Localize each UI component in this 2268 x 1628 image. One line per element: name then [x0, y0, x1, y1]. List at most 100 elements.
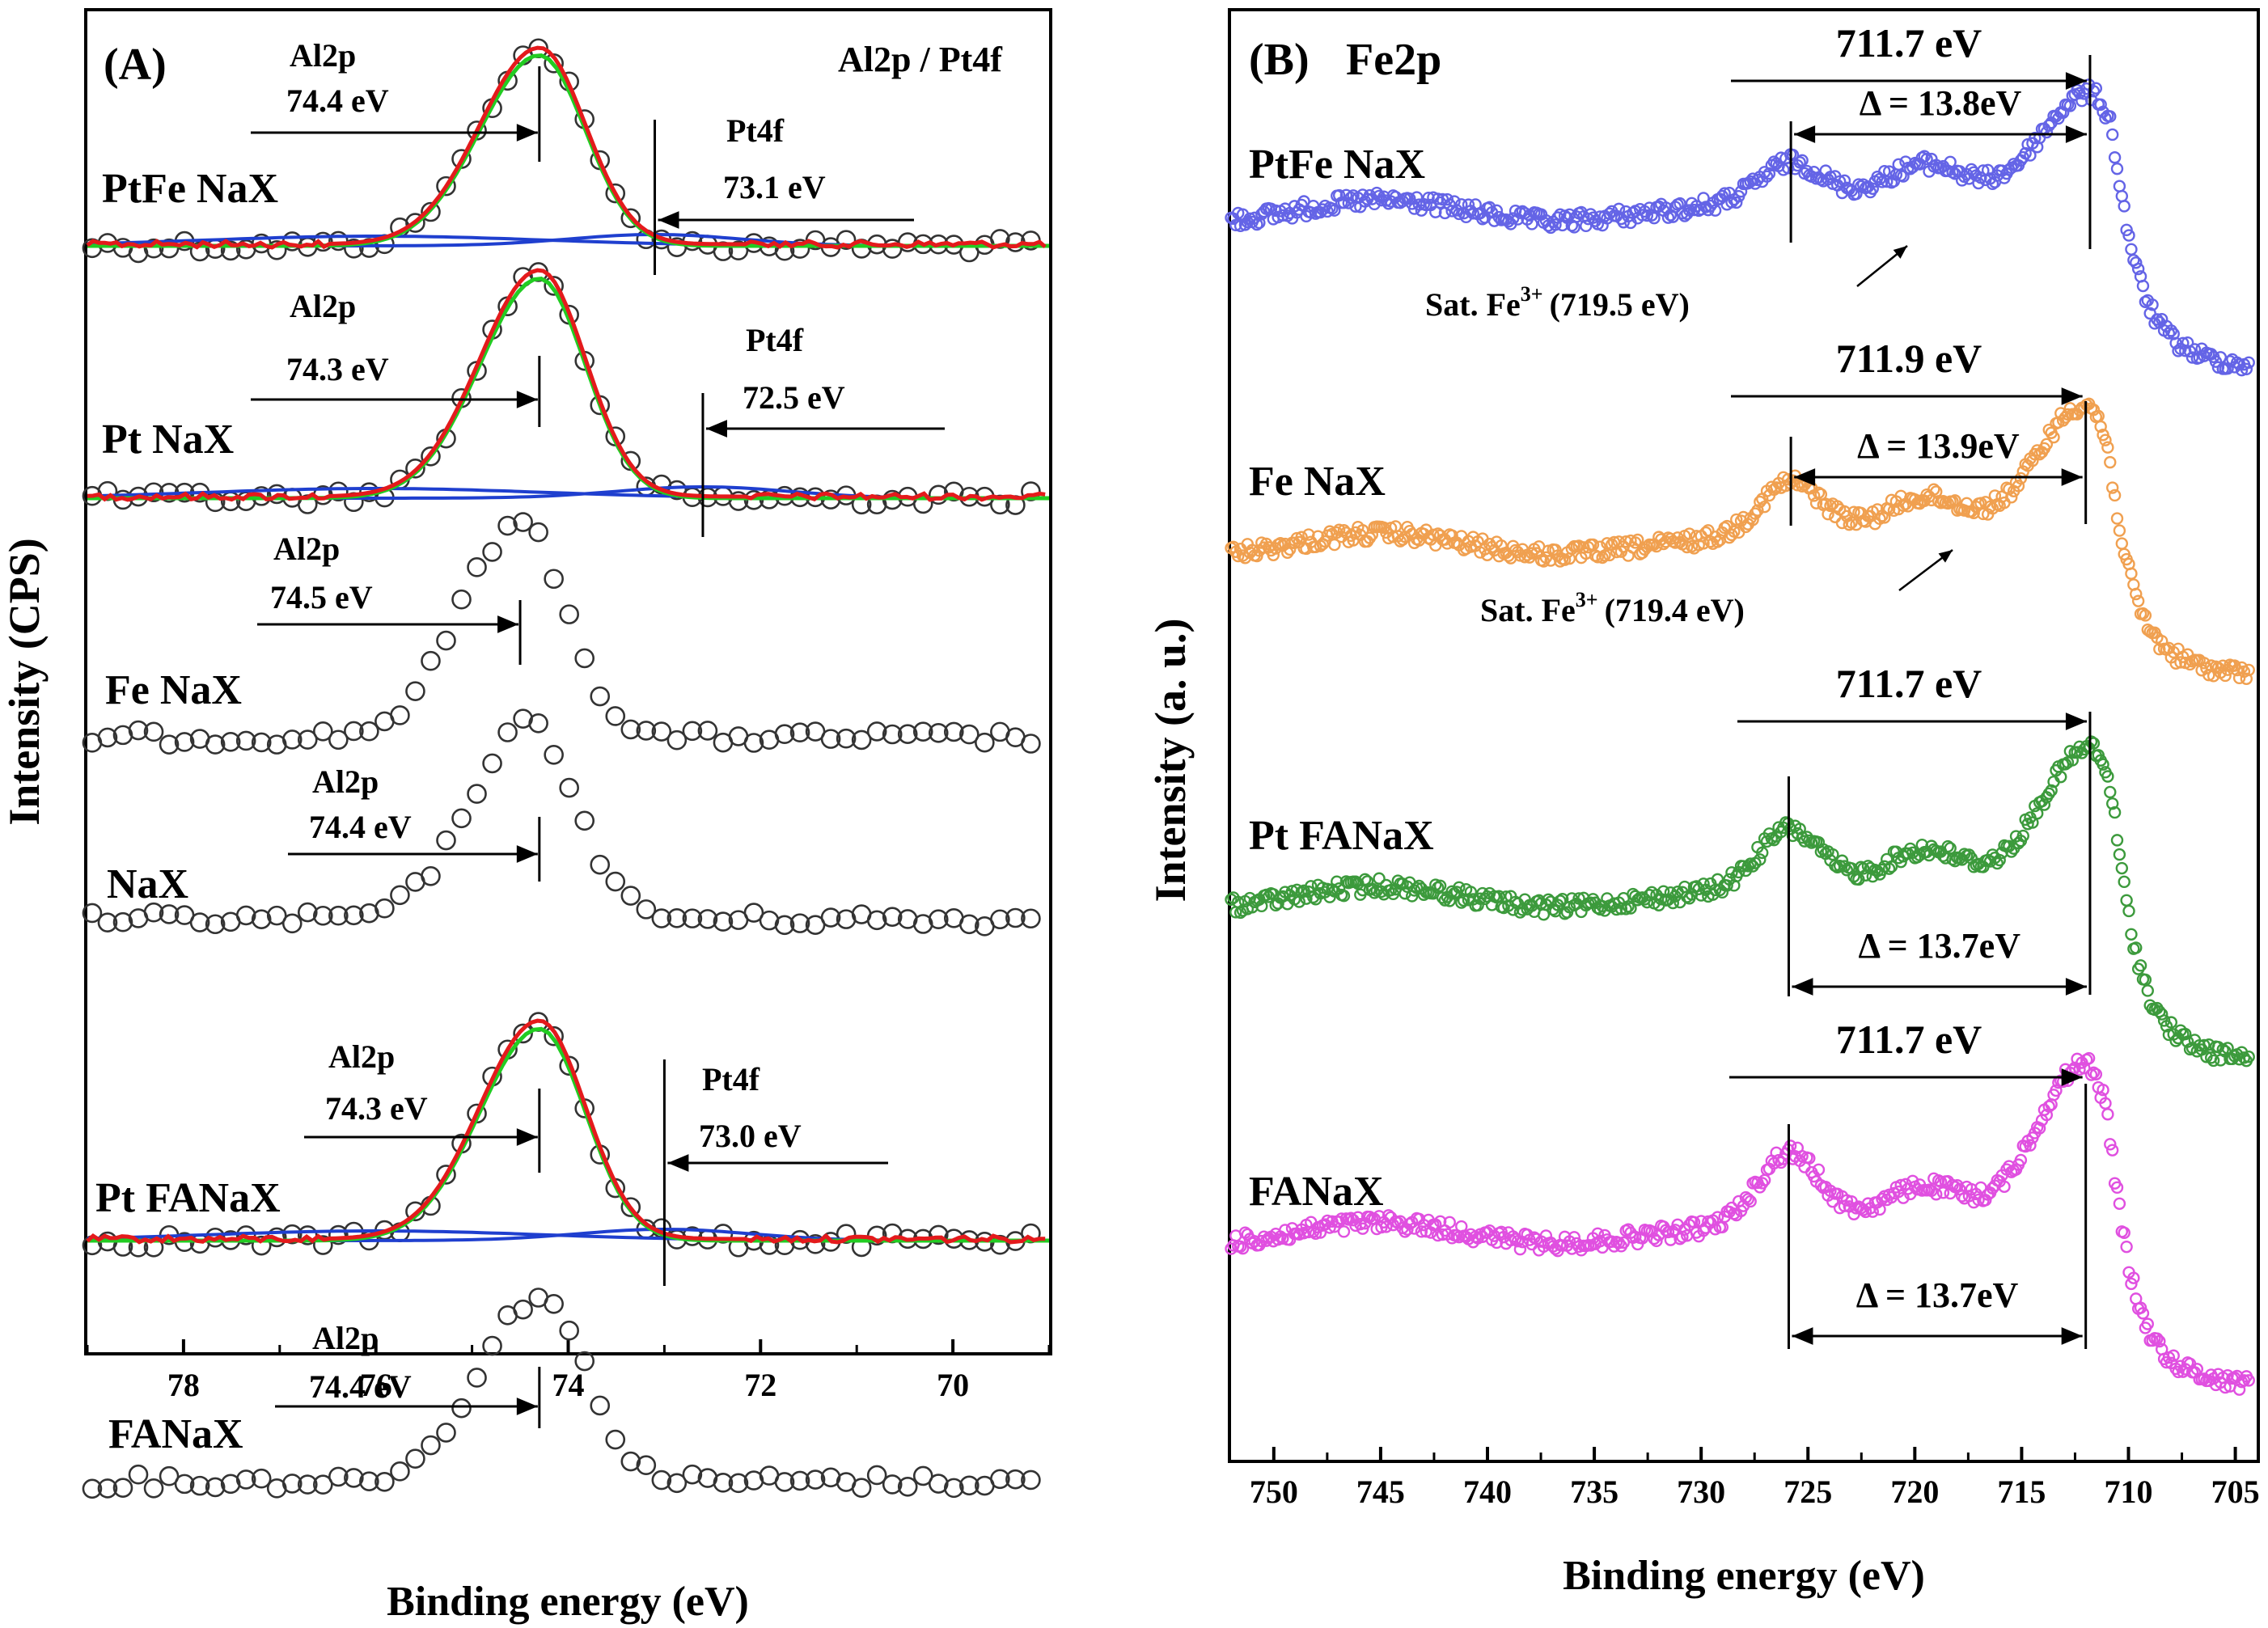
panel-b-data-point	[2139, 609, 2152, 622]
panel-b-data-point	[1741, 1193, 1754, 1206]
panel-a-data-point	[513, 1299, 533, 1320]
panel-b-data-point	[2042, 1100, 2055, 1113]
panel-b-data-point	[2082, 1051, 2096, 1065]
panel-b-data-point	[1930, 1188, 1943, 1201]
panel-b-data-point	[2014, 1153, 2028, 1167]
panel-b-data-point	[2118, 875, 2130, 889]
panel-b-data-point	[2110, 512, 2124, 525]
panel-b-data-point	[1770, 1146, 1783, 1160]
panel-a-data-point	[189, 912, 210, 932]
panel-a-data-point	[143, 721, 164, 742]
panel-b-data-point	[1631, 533, 1644, 547]
panel-b-data-point	[1617, 1236, 1630, 1250]
panel-a-data-point	[313, 721, 333, 742]
panel-a-data-point	[235, 905, 256, 926]
panel-b-data-point	[2151, 313, 2164, 326]
panel-a-data-point	[728, 1473, 749, 1494]
panel-b-data-point	[2172, 1365, 2185, 1379]
panel-b-data-point	[1464, 886, 1478, 899]
panel-b-data-point	[1307, 890, 1320, 904]
panel-b-data-point	[1453, 881, 1466, 894]
panel-a-data-point	[697, 721, 718, 741]
panel-b-data-point	[1274, 536, 1287, 550]
panel-b-data-point	[1944, 842, 1957, 855]
panel-a-pt4f-arrow-head	[705, 420, 727, 438]
panel-a-data-point	[605, 1429, 626, 1450]
panel-a-data-point	[359, 721, 379, 742]
panel-a-data-point	[1005, 1469, 1026, 1490]
panel-a-data-point	[897, 724, 918, 745]
panel-a-al2p-arrow-head	[516, 1398, 538, 1415]
panel-b-data-point	[2005, 491, 2018, 504]
panel-b-data-point	[1941, 839, 1954, 853]
panel-b-tick-label: 735	[1570, 1474, 1618, 1510]
panel-a-data-point	[159, 1465, 180, 1486]
panel-a-data-point	[928, 909, 949, 930]
panel-a-data-point	[281, 729, 303, 750]
panel-a-data-point	[959, 724, 980, 745]
panel-a-data-point	[344, 238, 364, 259]
panel-a-data-point	[713, 911, 734, 932]
panel-a: (A) Al2p / Pt4f Binding energy (eV) Inte…	[0, 8, 1052, 1625]
panel-b-data-point	[2040, 125, 2054, 139]
panel-b-data-point	[1309, 1227, 1322, 1241]
panel-b-data-point	[1225, 893, 1238, 907]
panel-a-data-point	[851, 1478, 872, 1498]
panel-b: (B) Fe2p Binding energy (eV) Intensity (…	[1146, 8, 2260, 1599]
panel-b-data-point	[2104, 455, 2117, 469]
panel-a-data-point	[266, 239, 287, 260]
panel-b-tick-label: 740	[1463, 1474, 1512, 1510]
panel-b-delta-label: Δ = 13.7eV	[1856, 1275, 2019, 1315]
panel-b-data-point	[2125, 567, 2138, 580]
panel-b-data-point	[1572, 892, 1585, 905]
panel-a-data-point	[605, 183, 626, 204]
panel-b-data-point	[2143, 307, 2156, 320]
panel-b-data-point	[1793, 156, 1806, 169]
panel-b-tick-label: 715	[1997, 1474, 2046, 1510]
panel-b-data-point	[1382, 1209, 1395, 1222]
panel-b-data-point	[2024, 1139, 2037, 1152]
panel-b-title: Fe2p	[1346, 35, 1441, 85]
panel-a-data-point	[374, 1471, 395, 1492]
panel-b-data-point	[2136, 1307, 2150, 1320]
panel-a-al2p-value: 74.3 eV	[286, 351, 389, 387]
panel-a-data-point	[97, 727, 118, 748]
panel-b-data-point	[2040, 1108, 2054, 1122]
panel-b-data-point	[1697, 877, 1710, 890]
panel-a-data-point	[482, 1335, 502, 1356]
panel-b-data-point	[2024, 149, 2037, 162]
panel-b-data-point	[2061, 408, 2075, 421]
panel-a-data-point	[697, 909, 718, 929]
panel-b-data-point	[1544, 895, 1557, 908]
panel-b-data-point	[2012, 480, 2025, 493]
panel-b-data-point	[1993, 853, 2006, 867]
panel-b-data-point	[1420, 198, 1432, 212]
panel-a-pt4f-value: 73.0 eV	[699, 1118, 802, 1154]
panel-b-data-point	[2099, 433, 2112, 446]
panel-a-data-point	[544, 276, 564, 296]
panel-b-data-point	[2108, 488, 2122, 502]
panel-b-delta-arrow-head	[2065, 125, 2087, 143]
panel-b-data-point	[2094, 98, 2107, 111]
panel-b-data-point	[2113, 524, 2126, 537]
panel-b-data-point	[1730, 196, 1743, 209]
panel-a-data-point	[590, 1395, 611, 1416]
panel-b-data-point	[2153, 1334, 2166, 1348]
panel-a-data-point	[467, 1368, 487, 1388]
panel-b-data-point	[2131, 262, 2145, 276]
panel-b-data-point	[1744, 1195, 1757, 1208]
panel-a-data-point	[344, 721, 364, 742]
panel-a-data-point	[943, 721, 964, 742]
panel-a-data-point	[866, 1465, 887, 1486]
panel-b-data-point	[1236, 549, 1250, 562]
panel-a-data-point	[666, 1473, 688, 1494]
panel-a-data-point	[421, 446, 441, 467]
panel-b-delta-label: Δ = 13.7eV	[1858, 926, 2020, 966]
panel-a-data-point	[544, 1293, 564, 1314]
panel-a-data-point	[405, 459, 425, 479]
panel-a-data-point	[82, 903, 103, 924]
panel-a-data-point	[328, 230, 349, 252]
panel-b-data-point	[1335, 1212, 1348, 1225]
panel-a-data-point	[882, 724, 903, 745]
